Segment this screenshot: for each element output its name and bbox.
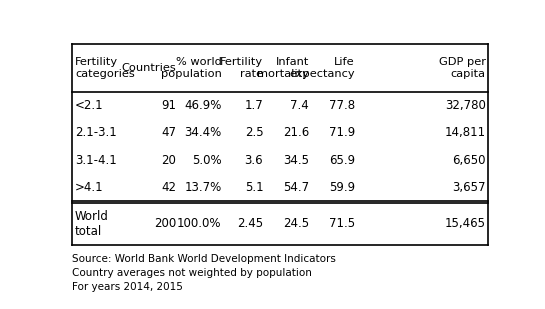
- Text: 77.8: 77.8: [329, 99, 355, 112]
- Text: Fertility
rate: Fertility rate: [220, 57, 263, 79]
- Text: 5.0%: 5.0%: [192, 154, 222, 167]
- Text: Life
expectancy: Life expectancy: [289, 57, 355, 79]
- Text: 71.9: 71.9: [329, 126, 355, 139]
- Text: 34.4%: 34.4%: [184, 126, 222, 139]
- Text: 2.1-3.1: 2.1-3.1: [75, 126, 117, 139]
- Text: 42: 42: [161, 181, 176, 194]
- Text: 13.7%: 13.7%: [184, 181, 222, 194]
- Text: Source: World Bank World Development Indicators
Country averages not weighted by: Source: World Bank World Development Ind…: [72, 254, 336, 292]
- Text: <2.1: <2.1: [75, 99, 104, 112]
- Text: 1.7: 1.7: [245, 99, 263, 112]
- Text: 71.5: 71.5: [329, 218, 355, 231]
- Text: 47: 47: [161, 126, 176, 139]
- Text: 21.6: 21.6: [283, 126, 309, 139]
- Text: 200: 200: [154, 218, 176, 231]
- Text: Fertility
categories: Fertility categories: [75, 57, 135, 79]
- Text: 14,811: 14,811: [445, 126, 486, 139]
- Text: 20: 20: [161, 154, 176, 167]
- Text: 54.7: 54.7: [283, 181, 309, 194]
- Text: 3.6: 3.6: [245, 154, 263, 167]
- Text: 3,657: 3,657: [452, 181, 486, 194]
- Text: 59.9: 59.9: [329, 181, 355, 194]
- Text: 2.5: 2.5: [245, 126, 263, 139]
- Text: 46.9%: 46.9%: [184, 99, 222, 112]
- Text: 2.45: 2.45: [237, 218, 263, 231]
- Text: GDP per
capita: GDP per capita: [439, 57, 486, 79]
- Text: World
total: World total: [75, 210, 109, 238]
- Text: 7.4: 7.4: [290, 99, 309, 112]
- Text: 34.5: 34.5: [283, 154, 309, 167]
- Text: >4.1: >4.1: [75, 181, 104, 194]
- Text: 32,780: 32,780: [445, 99, 486, 112]
- Text: 3.1-4.1: 3.1-4.1: [75, 154, 117, 167]
- Text: 15,465: 15,465: [445, 218, 486, 231]
- Text: 100.0%: 100.0%: [177, 218, 222, 231]
- Text: 6,650: 6,650: [452, 154, 486, 167]
- Text: 65.9: 65.9: [329, 154, 355, 167]
- Text: Countries: Countries: [121, 63, 176, 73]
- Text: 91: 91: [161, 99, 176, 112]
- Text: 24.5: 24.5: [283, 218, 309, 231]
- Text: % world
population: % world population: [161, 57, 222, 79]
- Text: Infant
mortality: Infant mortality: [257, 57, 309, 79]
- Text: 5.1: 5.1: [245, 181, 263, 194]
